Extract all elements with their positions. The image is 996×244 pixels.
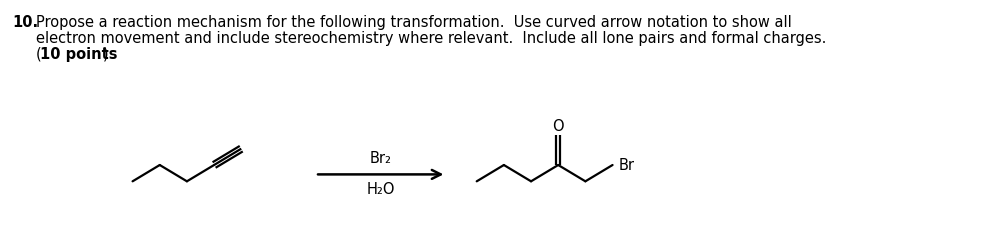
Text: (: ( <box>36 47 42 62</box>
Text: O: O <box>553 119 564 134</box>
Text: H₂O: H₂O <box>367 182 395 197</box>
Text: Br: Br <box>619 158 634 173</box>
Text: Br₂: Br₂ <box>370 152 391 166</box>
Text: ): ) <box>104 47 109 62</box>
Text: 10 points: 10 points <box>41 47 118 62</box>
Text: electron movement and include stereochemistry where relevant.  Include all lone : electron movement and include stereochem… <box>36 31 826 46</box>
Text: Propose a reaction mechanism for the following transformation.  Use curved arrow: Propose a reaction mechanism for the fol… <box>36 15 792 30</box>
Text: 10.: 10. <box>13 15 39 30</box>
